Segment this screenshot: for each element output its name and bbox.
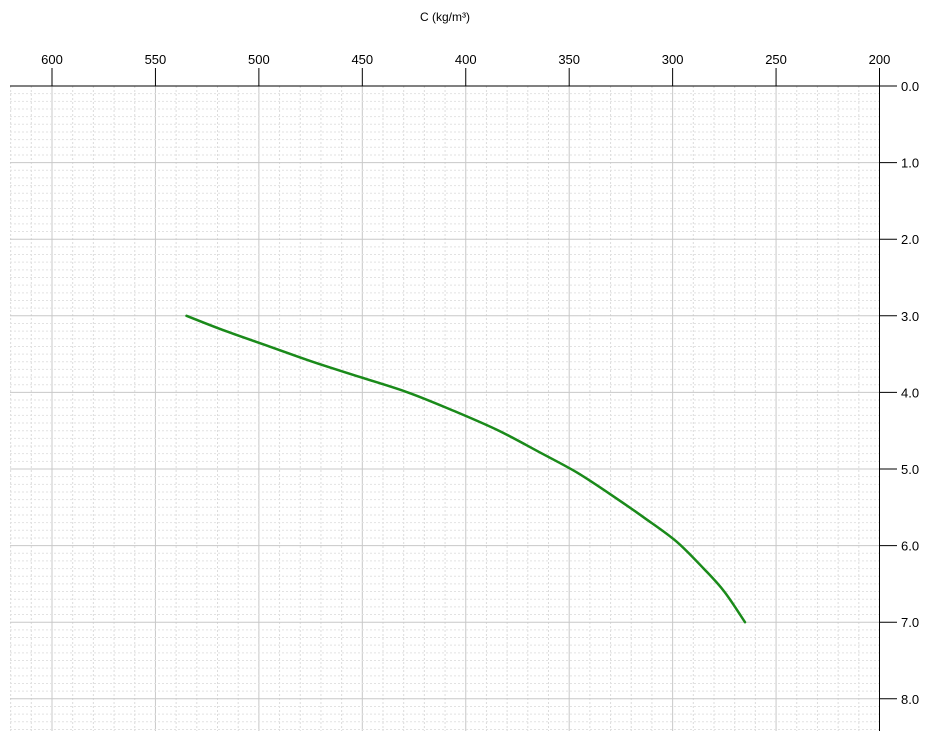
x-tick-label: 600 [41, 52, 63, 67]
y-tick-label: 3.0 [901, 309, 919, 324]
x-tick-label: 550 [145, 52, 167, 67]
y-tick-label: 2.0 [901, 232, 919, 247]
x-tick-label: 300 [662, 52, 684, 67]
y-tick-label: 6.0 [901, 539, 919, 554]
y-tick-label: 0.0 [901, 79, 919, 94]
x-tick-label: 450 [351, 52, 373, 67]
x-tick-label: 200 [869, 52, 891, 67]
x-tick-label: 400 [455, 52, 477, 67]
series-line [185, 314, 747, 624]
x-tick-label: 250 [765, 52, 787, 67]
grid [10, 86, 880, 731]
y-ticks: 0.0 1.0 2.0 3.0 4.0 5.0 6.0 7.0 8.0 [879, 79, 919, 707]
y-tick-label: 7.0 [901, 615, 919, 630]
x-tick-label: 500 [248, 52, 270, 67]
y-tick-label: 8.0 [901, 692, 919, 707]
y-tick-label: 4.0 [901, 385, 919, 400]
x-tick-label: 350 [558, 52, 580, 67]
y-tick-label: 1.0 [901, 156, 919, 171]
y-tick-label: 5.0 [901, 462, 919, 477]
x-axis-title: C (kg/m³) [420, 10, 470, 24]
series [185, 314, 747, 624]
x-ticks: 600 550 500 450 400 350 300 250 200 [41, 52, 890, 86]
